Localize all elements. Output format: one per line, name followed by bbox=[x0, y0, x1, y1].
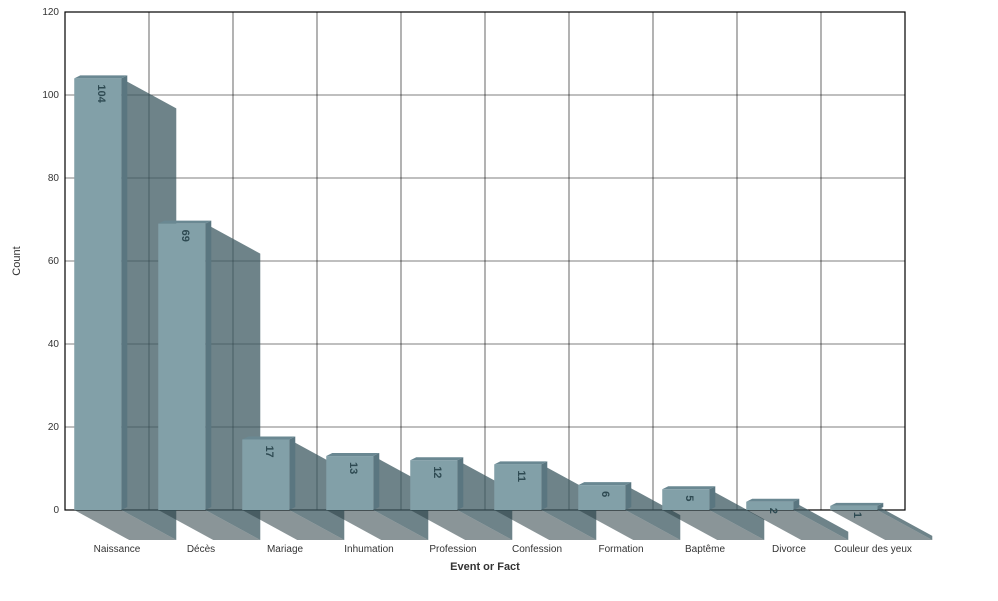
bar-value-label: 17 bbox=[263, 445, 275, 457]
y-tick-label: 40 bbox=[48, 339, 60, 350]
y-tick-label: 60 bbox=[48, 256, 60, 267]
bar-value-label: 13 bbox=[347, 462, 359, 474]
x-tick-label: Profession bbox=[429, 544, 476, 555]
x-tick-label: Naissance bbox=[94, 544, 141, 555]
bar-value-label: 104 bbox=[95, 84, 107, 103]
y-tick-label: 80 bbox=[48, 173, 60, 184]
x-tick-label: Confession bbox=[512, 544, 562, 555]
y-tick-label: 100 bbox=[42, 90, 59, 101]
bar-value-label: 12 bbox=[431, 466, 443, 478]
bar-value-label: 11 bbox=[515, 470, 527, 482]
x-tick-label: Baptême bbox=[685, 544, 725, 555]
x-tick-label: Divorce bbox=[772, 544, 806, 555]
x-tick-label: Mariage bbox=[267, 544, 304, 555]
x-tick-label: Inhumation bbox=[344, 544, 393, 555]
x-tick-label: Décès bbox=[187, 544, 215, 555]
y-tick-label: 120 bbox=[42, 7, 59, 18]
y-axis-label: Count bbox=[11, 246, 23, 275]
y-tick-label: 20 bbox=[48, 422, 60, 433]
bar-value-label: 5 bbox=[683, 495, 695, 501]
bar-chart-3d: 0 20 40 60 80 100 120 104 Naissance 69 Décès 17 Mari… bbox=[0, 0, 998, 601]
bar-value-label: 1 bbox=[851, 512, 863, 518]
y-tick-label: 0 bbox=[53, 505, 59, 516]
bar-value-label: 6 bbox=[599, 491, 611, 497]
x-tick-label: Couleur des yeux bbox=[834, 544, 912, 555]
x-axis-label: Event or Fact bbox=[450, 561, 520, 573]
x-tick-label: Formation bbox=[599, 544, 644, 555]
bar-value-label: 2 bbox=[767, 508, 779, 514]
bar-value-label: 69 bbox=[179, 230, 191, 242]
